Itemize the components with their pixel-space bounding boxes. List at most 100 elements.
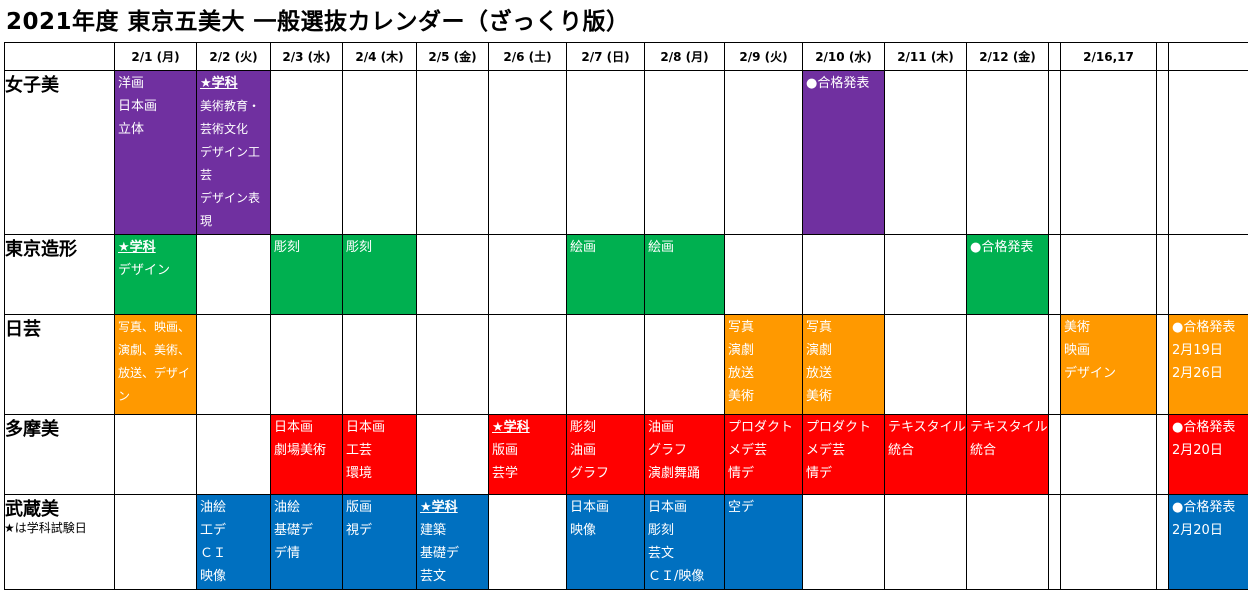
schedule-cell: 日本画映像 [567,495,645,590]
schedule-cell: ★学科建築基礎デ芸文 [417,495,489,590]
cell-text: 立体 [118,118,193,141]
schedule-cell [489,235,567,315]
schedule-cell [1061,495,1157,590]
cell-text: ＣＩ/映像 [648,565,721,588]
cell-text: テキスタイル [970,416,1045,439]
cell-text: デザイン [1064,362,1153,385]
cell-text: 絵画 [648,236,721,259]
date-header: 2/12 (金) [967,43,1049,71]
schedule-cell: 写真、映画、演劇、美術、放送、デザイン [115,315,197,415]
cell-text: 映画 [1064,339,1153,362]
cell-text: 日本画 [346,416,413,439]
schedule-cell [967,71,1049,235]
date-header: 2/16,17 [1061,43,1157,71]
cell-text: 劇場美術 [274,439,339,462]
cell-text: デザイン工芸 [200,141,267,187]
schedule-cell [967,495,1049,590]
schedule-cell [197,415,271,495]
schedule-cell [567,315,645,415]
cell-text: メデ芸 [806,439,881,462]
cell-text: テキスタイル [888,416,963,439]
legend-note: ★は学科試験日 [4,519,87,536]
schedule-cell: 版画視デ [343,495,417,590]
cell-text: デザイン [118,259,193,282]
school-row: 女子美洋画日本画立体★学科美術教育・芸術文化デザイン工芸デザイン表現●合格発表 [5,71,1248,235]
schedule-cell [1049,235,1061,315]
schedule-cell [197,235,271,315]
cell-text: 空デ [728,496,799,519]
date-header: 2/2 (火) [197,43,271,71]
schedule-cell: 絵画 [567,235,645,315]
cell-text: ★学科 [200,72,267,95]
date-header: 2/1 (月) [115,43,197,71]
schedule-cell [271,315,343,415]
cell-text: プロダクト [806,416,881,439]
corner-header [5,43,115,71]
schedule-cell [725,235,803,315]
date-header: 2/5 (金) [417,43,489,71]
schedule-cell [1157,235,1169,315]
school-name: 多摩美 [5,415,115,495]
cell-text: 情デ [806,462,881,485]
schedule-cell [803,495,885,590]
cell-text: 美術 [806,385,881,408]
school-row: 日芸写真、映画、演劇、美術、放送、デザイン写真演劇放送美術写真演劇放送美術美術映… [5,315,1248,415]
cell-text: 写真、映画、演劇、美術、放送、デザイン [118,316,193,408]
cell-text: 油画 [570,439,641,462]
school-name: 東京造形 [5,235,115,315]
schedule-cell [1049,415,1061,495]
cell-text: 基礎デ [420,542,485,565]
schedule-cell [1157,415,1169,495]
cell-text: 美術 [728,385,799,408]
cell-text: 視デ [346,519,413,542]
schedule-cell [1157,71,1169,235]
cell-text: ★学科 [420,496,485,519]
schedule-cell [1049,71,1061,235]
school-row: 東京造形★学科デザイン彫刻彫刻絵画絵画●合格発表 [5,235,1248,315]
cell-text: 環境 [346,462,413,485]
schedule-cell [417,235,489,315]
schedule-cell: 美術映画デザイン [1061,315,1157,415]
schedule-cell [417,315,489,415]
cell-text: 放送 [806,362,881,385]
schedule-cell [1157,495,1169,590]
header-row: 2/1 (月)2/2 (火)2/3 (水)2/4 (木)2/5 (金)2/6 (… [5,43,1248,71]
schedule-cell [725,71,803,235]
schedule-cell [343,315,417,415]
schedule-cell [197,315,271,415]
cell-text: 工芸 [346,439,413,462]
schedule-cell [803,235,885,315]
cell-text: 2月20日 [1172,519,1248,542]
date-header: 2/8 (月) [645,43,725,71]
schedule-cell: プロダクトメデ芸情デ [725,415,803,495]
cell-text: 日本画 [118,95,193,118]
cell-text: 演劇舞踊 [648,462,721,485]
schedule-cell [885,235,967,315]
cell-text: ●合格発表 [1172,416,1248,439]
schedule-cell [417,71,489,235]
cell-text: 演劇 [806,339,881,362]
cell-text: デ情 [274,542,339,565]
schedule-cell [115,495,197,590]
date-header: 2/10 (水) [803,43,885,71]
cell-text: デザイン表現 [200,187,267,233]
cell-text: 映像 [200,565,267,588]
schedule-cell: 彫刻 [271,235,343,315]
page-title: 2021年度 東京五美大 一般選抜カレンダー（ざっくり版） [6,2,630,36]
cell-text: ＣＩ [200,542,267,565]
schedule-cell: テキスタイル統合 [885,415,967,495]
cell-text: 統合 [970,439,1045,462]
school-name: 武蔵美 [5,495,115,590]
schedule-cell: テキスタイル統合 [967,415,1049,495]
schedule-cell [645,315,725,415]
schedule-cell [1049,315,1061,415]
cell-text: ★学科 [492,416,563,439]
cell-text: 美術 [1064,316,1153,339]
cell-text: 日本画 [648,496,721,519]
schedule-cell [1061,415,1157,495]
cell-text: 統合 [888,439,963,462]
cell-text: 彫刻 [648,519,721,542]
